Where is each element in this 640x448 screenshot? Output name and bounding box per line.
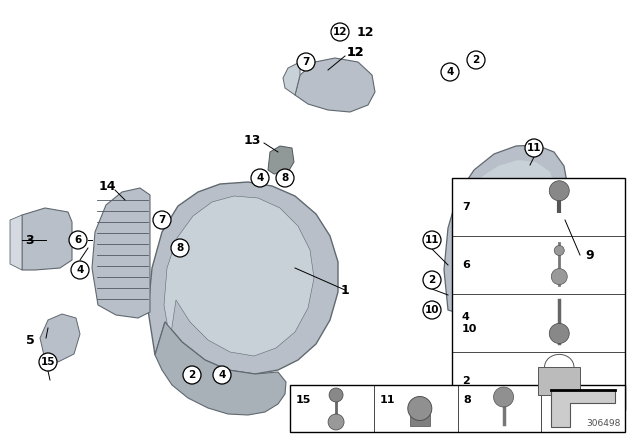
Circle shape xyxy=(297,53,315,71)
Circle shape xyxy=(549,323,569,344)
Text: 7: 7 xyxy=(462,202,470,212)
Text: 6: 6 xyxy=(74,235,82,245)
Text: 4: 4 xyxy=(446,67,454,77)
Polygon shape xyxy=(148,182,338,374)
Text: 7: 7 xyxy=(302,57,310,67)
Text: 2: 2 xyxy=(428,275,436,285)
Circle shape xyxy=(39,353,57,371)
Circle shape xyxy=(467,51,485,69)
Text: 11: 11 xyxy=(380,395,396,405)
Text: 2: 2 xyxy=(472,55,479,65)
Text: 2: 2 xyxy=(462,376,470,386)
Circle shape xyxy=(329,388,343,402)
Text: 4: 4 xyxy=(256,173,264,183)
Polygon shape xyxy=(452,160,556,302)
Text: 8: 8 xyxy=(177,243,184,253)
Polygon shape xyxy=(295,58,375,112)
Text: 8: 8 xyxy=(463,395,471,405)
Polygon shape xyxy=(92,188,150,318)
Text: 3: 3 xyxy=(26,233,35,246)
Circle shape xyxy=(554,246,564,255)
Bar xyxy=(452,178,625,410)
Text: 12: 12 xyxy=(356,26,374,39)
Text: 5: 5 xyxy=(26,333,35,346)
Text: 12: 12 xyxy=(346,46,364,59)
Text: 8: 8 xyxy=(282,173,289,183)
Circle shape xyxy=(251,169,269,187)
Polygon shape xyxy=(444,145,568,315)
Circle shape xyxy=(493,387,513,407)
Circle shape xyxy=(525,139,543,157)
Circle shape xyxy=(423,231,441,249)
Polygon shape xyxy=(268,146,294,174)
Text: 12: 12 xyxy=(333,27,348,37)
Text: 10: 10 xyxy=(425,305,439,315)
Text: 2: 2 xyxy=(188,370,196,380)
Polygon shape xyxy=(10,215,22,270)
Text: 6: 6 xyxy=(462,260,470,270)
Text: 15: 15 xyxy=(41,357,55,367)
Circle shape xyxy=(331,23,349,41)
Polygon shape xyxy=(22,208,72,270)
Text: 13: 13 xyxy=(243,134,260,146)
Circle shape xyxy=(171,239,189,257)
Text: 11: 11 xyxy=(527,143,541,153)
Circle shape xyxy=(423,301,441,319)
Text: 14: 14 xyxy=(99,180,116,193)
Bar xyxy=(410,414,430,426)
Circle shape xyxy=(71,261,89,279)
Bar xyxy=(538,367,580,395)
Circle shape xyxy=(408,396,432,421)
Text: 4
10: 4 10 xyxy=(462,312,477,334)
Circle shape xyxy=(153,211,171,229)
Polygon shape xyxy=(40,314,80,362)
Circle shape xyxy=(69,231,87,249)
Polygon shape xyxy=(155,322,286,415)
Polygon shape xyxy=(164,196,314,356)
Text: 1: 1 xyxy=(340,284,349,297)
Text: 12: 12 xyxy=(346,46,364,59)
Circle shape xyxy=(551,269,567,284)
Text: 4: 4 xyxy=(218,370,226,380)
Circle shape xyxy=(423,271,441,289)
Text: 306498: 306498 xyxy=(587,419,621,428)
Circle shape xyxy=(276,169,294,187)
Circle shape xyxy=(183,366,201,384)
Polygon shape xyxy=(283,62,300,95)
Bar xyxy=(290,385,625,432)
Text: 11: 11 xyxy=(425,235,439,245)
Text: 15: 15 xyxy=(296,395,312,405)
Circle shape xyxy=(441,63,459,81)
Text: 7: 7 xyxy=(158,215,166,225)
Polygon shape xyxy=(551,390,615,427)
Text: 9: 9 xyxy=(586,249,595,262)
Circle shape xyxy=(549,181,569,201)
Text: 4: 4 xyxy=(76,265,84,275)
Circle shape xyxy=(328,414,344,430)
Circle shape xyxy=(213,366,231,384)
